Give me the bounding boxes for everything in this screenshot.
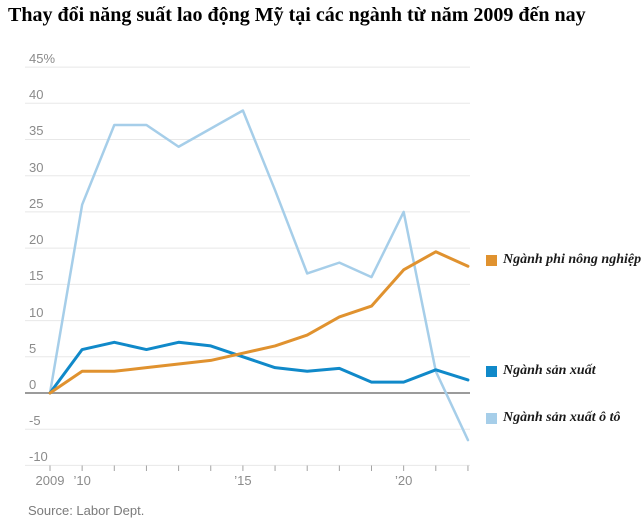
y-axis-tick-label: 0: [29, 377, 37, 392]
legend-item: Ngành phi nông nghiệp: [486, 252, 641, 268]
y-axis-tick-label: -5: [29, 413, 41, 429]
line-series: [48, 250, 470, 395]
legend-item: Ngành sản xuất ô tô: [486, 410, 620, 426]
legend-swatch-icon: [486, 365, 497, 377]
y-axis-tick-label: 45%: [29, 51, 56, 67]
y-axis-tick-label: 10: [29, 304, 44, 320]
y-axis-tick-label: 15: [29, 268, 44, 284]
y-axis-tick-label: -10: [29, 449, 48, 465]
legend-swatch-icon: [486, 412, 497, 424]
legend-label: Ngành phi nông nghiệp: [503, 252, 642, 267]
y-axis-tick-label: 25: [29, 195, 44, 211]
y-axis-tick-label: 40: [29, 87, 44, 103]
line-series: [48, 109, 470, 442]
x-axis-tick-label: ’20: [394, 473, 413, 488]
legend-item: Ngành sản xuất: [486, 363, 596, 379]
legend-label: Ngành sản xuất ô tô: [503, 410, 621, 425]
line-series: [48, 340, 470, 395]
source-note: Source: Labor Dept.: [28, 503, 145, 518]
legend-label: Ngành sản xuất: [503, 363, 596, 378]
y-axis-tick-label: 35: [29, 123, 44, 139]
x-axis-tick-label: ’15: [234, 473, 252, 488]
y-axis-tick-label: 20: [29, 232, 44, 248]
chart-title: Thay đổi năng suất lao động Mỹ tại các n…: [8, 4, 586, 26]
x-axis-tick-label: 2009: [35, 473, 65, 488]
y-axis-tick-label: 30: [29, 159, 44, 175]
x-axis-tick-label: ’10: [73, 473, 91, 488]
y-axis-tick-label: 5: [29, 340, 37, 356]
legend-swatch-icon: [486, 254, 497, 266]
